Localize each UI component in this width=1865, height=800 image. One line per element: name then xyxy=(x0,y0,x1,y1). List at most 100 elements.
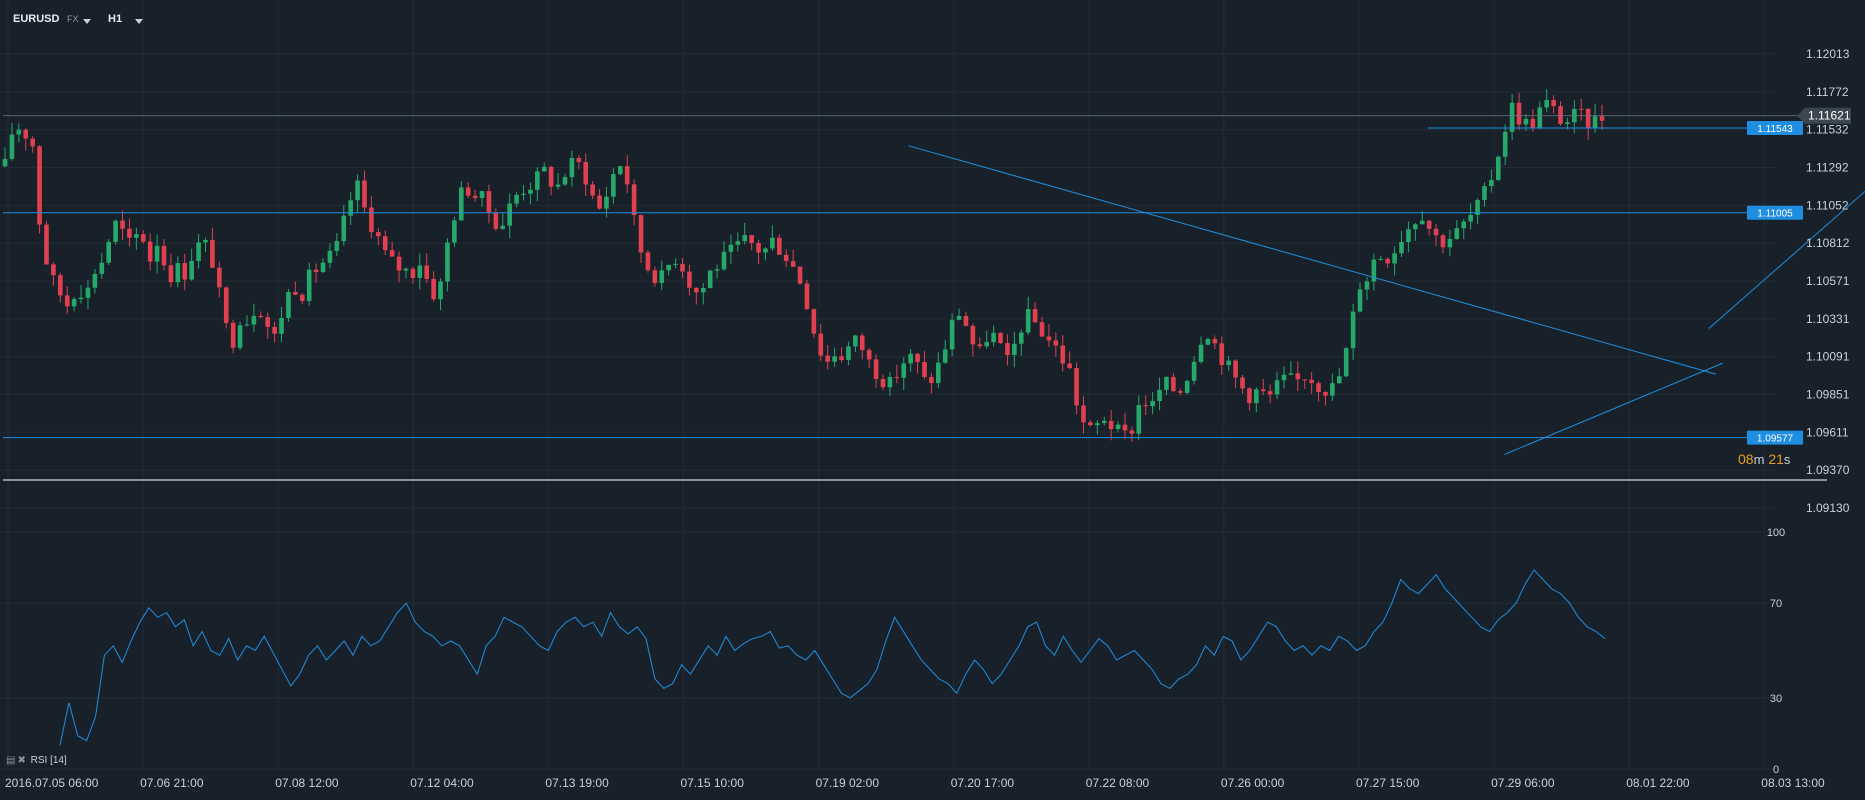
candle-body xyxy=(1599,116,1605,121)
candle-body xyxy=(1336,376,1342,384)
trendlines[interactable] xyxy=(908,61,1865,455)
candle-body xyxy=(1164,376,1169,390)
candle-body xyxy=(1025,309,1031,333)
candle-body xyxy=(541,166,547,172)
candle-body xyxy=(196,242,201,261)
candle-body xyxy=(645,252,651,271)
candle-body xyxy=(493,212,499,229)
time-tick-label: 07.29 06:00 xyxy=(1491,776,1555,790)
symbol-label[interactable]: EURUSD xyxy=(13,13,60,25)
candle-body xyxy=(175,263,181,283)
candle-body xyxy=(956,315,962,320)
candle-body xyxy=(576,157,582,163)
candle-body xyxy=(244,324,250,326)
candle-body xyxy=(71,299,77,307)
rsi-tick-label: 30 xyxy=(1770,693,1782,705)
price-tick-label: 1.09611 xyxy=(1806,425,1849,439)
candle-body xyxy=(804,283,810,310)
candle-body xyxy=(362,180,367,208)
candle-body xyxy=(1219,343,1225,366)
close-icon[interactable]: ✖ xyxy=(17,755,26,766)
candle-body xyxy=(797,266,803,284)
trendline[interactable] xyxy=(1708,61,1865,329)
price-tick-label: 1.11772 xyxy=(1806,85,1849,99)
price-level-tag[interactable] xyxy=(1747,205,1803,220)
candle-body xyxy=(431,278,436,300)
time-tick-label: 07.19 02:00 xyxy=(816,776,880,790)
candle-body xyxy=(1419,220,1425,225)
candle-body xyxy=(1060,345,1066,364)
timeframe-dropdown-icon[interactable] xyxy=(135,19,143,24)
candle-body xyxy=(424,265,430,279)
candle-body xyxy=(617,166,623,175)
candle-body xyxy=(30,138,35,147)
candle-body xyxy=(777,237,782,255)
horizontal-levels[interactable]: 1.11543 1.11005 1.09577 1.11621 xyxy=(3,107,1851,445)
candle-body xyxy=(189,260,194,280)
price-tick-label: 1.09130 xyxy=(1806,501,1850,515)
candle-body xyxy=(1330,383,1335,396)
candle-body xyxy=(687,271,692,288)
price-tick-label: 1.10331 xyxy=(1806,312,1850,326)
countdown-minutes: 08 xyxy=(1738,451,1754,467)
timeframe-label[interactable]: H1 xyxy=(108,13,123,25)
settings-icon[interactable]: ▤ xyxy=(6,755,16,766)
candle-body xyxy=(1489,179,1494,187)
candle-body xyxy=(1516,102,1522,125)
candle-body xyxy=(1413,224,1418,230)
candle-body xyxy=(1392,253,1397,264)
candle-body xyxy=(846,346,851,360)
candle-body xyxy=(839,356,844,360)
candle-body xyxy=(721,251,727,270)
toolbar: EURUSD FX H1 xyxy=(0,0,600,40)
rsi-tick-label: 70 xyxy=(1770,598,1782,610)
candle-body xyxy=(742,235,748,242)
candle-countdown: 08m 21s xyxy=(1738,451,1790,467)
price-tick-label: 1.11292 xyxy=(1806,161,1849,175)
price-level-tag[interactable] xyxy=(1747,430,1803,445)
candle-body xyxy=(1585,108,1591,128)
candle-body xyxy=(555,184,561,187)
candle-body xyxy=(99,262,105,274)
candle-body xyxy=(1371,259,1377,282)
candle-body xyxy=(673,263,678,265)
candle-body xyxy=(113,220,118,242)
candle-body xyxy=(1399,241,1404,254)
candle-body xyxy=(707,270,713,289)
candle-body xyxy=(182,263,188,280)
candle-body xyxy=(1350,311,1356,349)
current-price-text: 1.11621 xyxy=(1808,109,1851,123)
candle-body xyxy=(161,245,167,266)
candle-body xyxy=(1254,389,1259,404)
candle-body xyxy=(756,243,761,253)
rsi-tick-label: 100 xyxy=(1767,527,1785,539)
market-label[interactable]: FX xyxy=(67,14,79,24)
candle-body xyxy=(1108,420,1114,430)
candle-body xyxy=(1295,373,1301,380)
candle-body xyxy=(306,269,312,301)
candle-body xyxy=(1143,405,1149,407)
price-tick-label: 1.09370 xyxy=(1806,463,1850,477)
candle-body xyxy=(832,356,837,362)
time-tick-label: 07.12 04:00 xyxy=(410,776,474,790)
candle-body xyxy=(1136,405,1142,434)
candle-body xyxy=(23,129,29,139)
candle-body xyxy=(694,287,699,293)
candle-body xyxy=(16,129,22,135)
candle-body xyxy=(1198,344,1204,362)
price-level-tag[interactable] xyxy=(1747,121,1803,136)
candle-body xyxy=(500,225,506,229)
trendline[interactable] xyxy=(1504,362,1723,455)
candle-body xyxy=(369,207,374,233)
market-dropdown-icon[interactable] xyxy=(83,19,91,24)
candle-body xyxy=(1454,228,1460,240)
candle-body xyxy=(299,294,305,301)
candle-body xyxy=(880,379,886,388)
candle-body xyxy=(866,350,872,360)
candle-body xyxy=(237,325,243,348)
price-tick-label: 1.10091 xyxy=(1806,350,1850,364)
candle-body xyxy=(85,287,91,298)
trendline[interactable] xyxy=(908,145,1716,375)
candle-body xyxy=(334,241,340,251)
